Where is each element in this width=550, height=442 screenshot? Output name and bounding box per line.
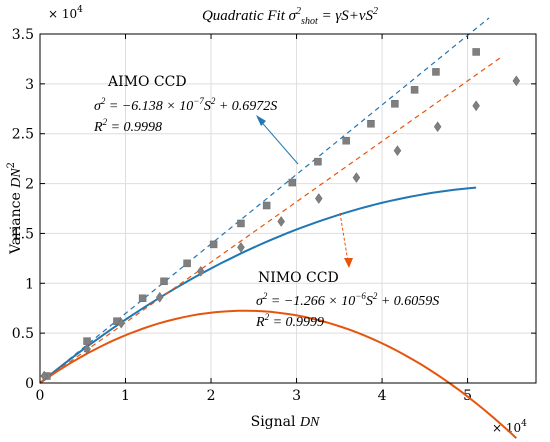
nimo-data-point [314,193,323,204]
nimo-data-point [196,265,205,277]
nimo-data-point [155,291,164,303]
nimo-data-point [277,216,285,227]
aimo-data-point [342,136,350,145]
aimo-data-point [432,68,440,76]
aimo-data-point [262,201,271,210]
y-axis-label: Variance DN2 [6,162,24,255]
y-tick-label: 2.5 [12,127,34,143]
nimo-label: NIMO CCD [258,270,339,286]
aimo-arrow-head [256,115,266,126]
y-tick-label: 1 [25,276,34,292]
y-tick-label: 3.5 [12,27,34,43]
nimo-data-point [352,172,361,184]
nimo-data-point [117,317,126,329]
aimo-data-point [472,48,480,56]
nimo-fit-line [39,309,517,439]
nimo-arrow-head [344,258,353,268]
plot-frame [39,33,537,384]
nimo-arrow-line [339,212,349,263]
aimo-data-point [160,277,168,286]
y-tick-label: 0.5 [12,326,34,342]
y-tick-label: 2 [25,177,34,193]
x-tick-label: 4 [378,388,387,404]
y-tick-label: 0 [25,376,34,392]
nimo-data-point [433,121,442,133]
y-exponent-label: × 104 [48,5,83,21]
aimo-label: AIMO CCD [107,74,187,90]
nimo-r2: R2 = 0.9999 [255,312,324,330]
tick-layer: 0 1 2 3 4 500.511.522.533.5 [12,27,536,404]
nimo-data-point [393,145,402,157]
nimo-data-point [83,343,91,355]
aimo-data-point [138,294,147,302]
aimo-data-point [314,157,322,166]
nimo-equation: σ2 = −1.266 × 10−6S2 + 0.6059S [256,291,439,309]
aimo-data-point [237,219,245,228]
x-tick-label: 3 [292,388,301,404]
y-tick-label: 3 [25,77,34,93]
nimo-data-point [472,100,480,112]
series-layer [39,17,521,439]
aimo-r2: R2 = 0.9998 [93,117,162,135]
x-axis-label: Signal DN [251,414,320,430]
aimo-data-point [183,259,191,268]
chart-title: Quadratic Fit σ2shot = γS+νS2 [202,6,378,27]
aimo-data-point [288,178,297,187]
aimo-data-point [391,100,399,108]
aimo-linear-dashed-line [39,17,490,384]
nimo-linear-dashed-line [39,57,501,384]
aimo-data-point [83,337,91,345]
nimo-data-point [237,241,245,253]
aimo-data-point [367,119,375,128]
y-tick-label: 1.5 [12,226,34,242]
x-tick-label: 0 [36,388,45,404]
x-tick-label: 2 [207,388,216,404]
aimo-data-point [209,240,218,249]
aimo-equation: σ2 = −6.138 × 10−7S2 + 0.6972S [94,96,277,114]
x-tick-label: 1 [121,388,130,404]
aimo-data-point [410,86,419,94]
nimo-data-point [512,75,521,87]
aimo-arrow-line [257,117,299,165]
aimo-fit-line [39,186,477,384]
nimo-data-point [40,370,49,382]
